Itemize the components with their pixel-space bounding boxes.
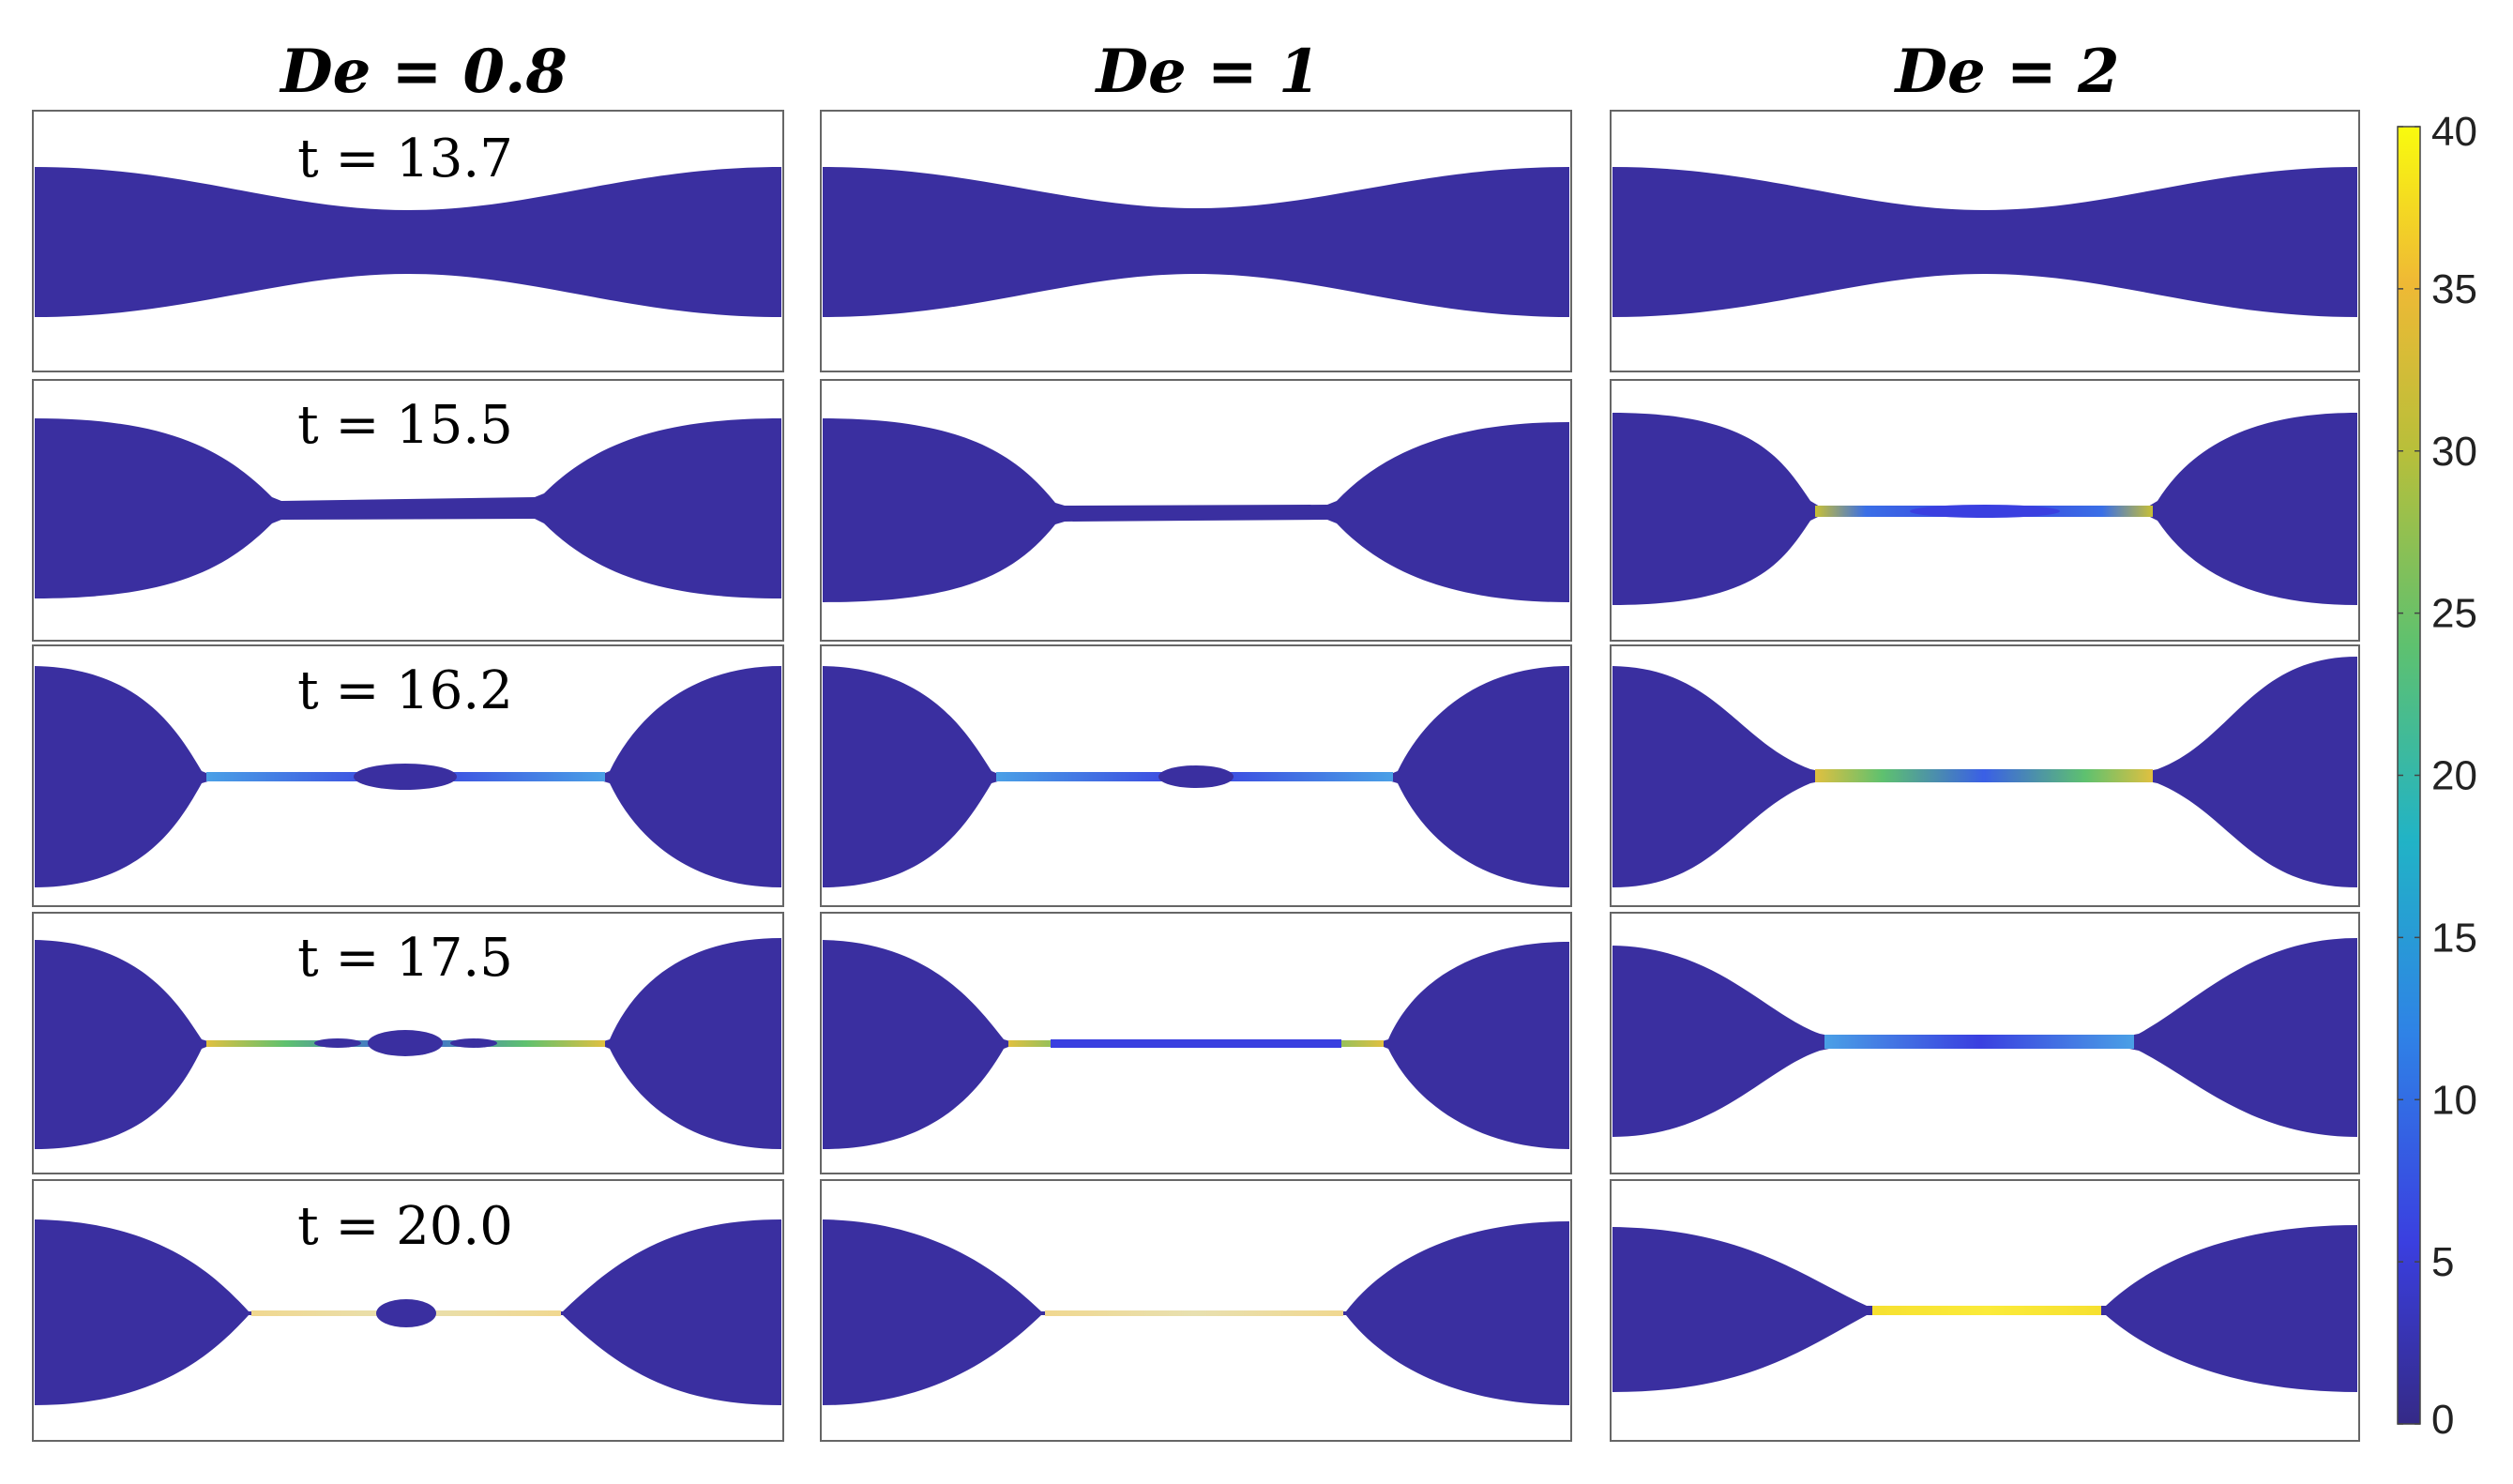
colorbar-tick-label: 35 [2431,266,2477,312]
panel-row5-col3 [1610,1179,2360,1442]
colorbar-tick-label: 30 [2431,429,2477,475]
panel-row4-col2 [820,912,1572,1174]
time-label-row2: t = 15.5 [297,395,513,456]
colorbar-tick-label: 0 [2431,1397,2454,1443]
colorbar: 0 5 10 15 20 25 30 35 40 [2397,109,2477,1443]
panel-row2-col1 [32,379,784,642]
panel-row2-col3 [1610,379,2360,642]
panel-row2-col2 [820,379,1572,642]
column-header-de-0-8: De = 0.8 [279,37,568,107]
panel-row4-col3 [1610,912,2360,1174]
column-header-de-2: De = 2 [1894,37,2120,107]
colorbar-ticks: 0 5 10 15 20 25 30 35 40 [2398,109,2477,1443]
time-label-row4: t = 17.5 [297,928,513,989]
colorbar-tick-label: 10 [2431,1077,2477,1123]
panel-row3-col3 [1610,644,2360,907]
panel-row1-col1 [32,110,784,372]
colorbar-tick-label: 25 [2431,591,2477,637]
colorbar-tick-label: 5 [2431,1239,2454,1285]
panel-row3-col2 [820,644,1572,907]
panel-row1-col3 [1610,110,2360,372]
time-label-row1: t = 13.7 [297,129,513,189]
panel-row4-col1 [32,912,784,1174]
column-header-de-1: De = 1 [1095,37,1321,107]
time-label-row5: t = 20.0 [297,1196,513,1257]
colorbar-tick-label: 20 [2431,753,2477,799]
colorbar-tick-label: 15 [2431,915,2477,961]
colorbar-tick-label: 40 [2431,109,2477,155]
panel-row5-col2 [820,1179,1572,1442]
time-label-row3: t = 16.2 [297,660,513,721]
panel-row5-col1 [32,1179,784,1442]
panel-row1-col2 [820,110,1572,372]
panel-row3-col1 [32,644,784,907]
